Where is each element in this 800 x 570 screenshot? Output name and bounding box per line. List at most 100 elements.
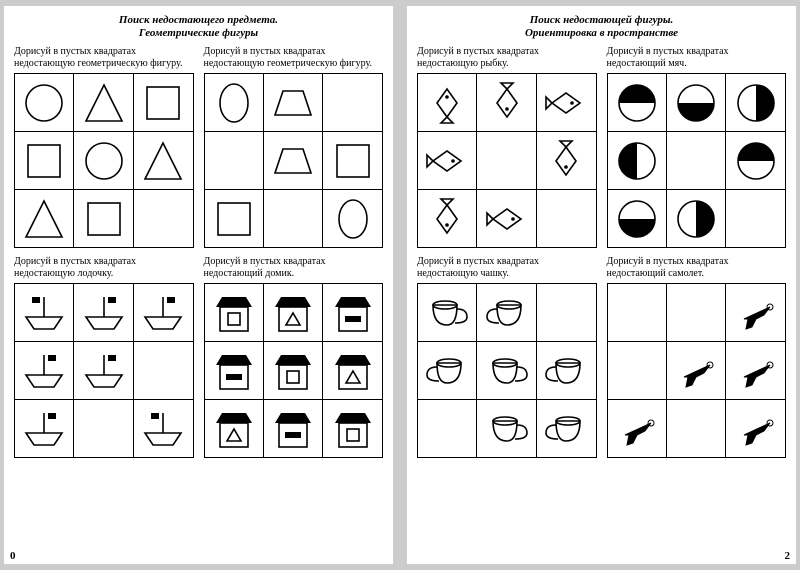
grid-cell — [133, 190, 193, 248]
shape-icon — [674, 81, 718, 125]
title-line2: Ориентировка в пространстве — [525, 27, 678, 39]
task-row: Дорисуй в пустых квадратах недостающую р… — [417, 46, 786, 248]
shape-icon — [271, 139, 315, 183]
task-prompt: Дорисуй в пустых квадратах недостающий м… — [607, 46, 787, 70]
grid-cell — [204, 190, 263, 248]
page-number: 0 — [10, 550, 16, 562]
grid-cell — [726, 400, 786, 458]
shape-icon — [271, 291, 315, 335]
task-prompt: Дорисуй в пустых квадратах недостающий д… — [204, 256, 384, 280]
page-title: Поиск недостающей фигуры. Ориентировка в… — [417, 14, 786, 40]
grid-cell — [263, 284, 322, 342]
shape-icon — [544, 81, 588, 125]
grid-cell — [477, 132, 536, 190]
shape-icon — [425, 139, 469, 183]
task-geom1: Дорисуй в пустых квадратах недостающую г… — [14, 46, 194, 248]
grid-cell — [323, 132, 383, 190]
shape-icon — [82, 139, 126, 183]
task-prompt: Дорисуй в пустых квадратах недостающую ч… — [417, 256, 597, 280]
title-line2: Геометрические фигуры — [139, 27, 258, 39]
grid-cell — [204, 342, 263, 400]
grid-cell — [477, 400, 536, 458]
grid-cell — [726, 190, 786, 248]
shape-icon — [331, 291, 375, 335]
shape-icon — [331, 349, 375, 393]
title-line1: Поиск недостающей фигуры. — [530, 14, 674, 26]
shape-icon — [734, 291, 778, 335]
grid-cell — [15, 284, 74, 342]
grid-cell — [477, 284, 536, 342]
task-prompt: Дорисуй в пустых квадратах недостающую р… — [417, 46, 597, 70]
grid-cell — [74, 74, 133, 132]
shape-icon — [271, 81, 315, 125]
shape-icon — [212, 291, 256, 335]
shape-icon — [141, 81, 185, 125]
shape-icon — [734, 139, 778, 183]
grid-cell — [74, 132, 133, 190]
shape-icon — [331, 197, 375, 241]
task-ball: Дорисуй в пустых квадратах недостающий м… — [607, 46, 787, 248]
grid-cell — [15, 400, 74, 458]
shape-icon — [82, 81, 126, 125]
grid — [14, 283, 194, 458]
shape-icon — [22, 139, 66, 183]
shape-icon — [485, 291, 529, 335]
task-plane: Дорисуй в пустых квадратах недостающий с… — [607, 256, 787, 458]
grid-cell — [726, 74, 786, 132]
grid-cell — [418, 284, 477, 342]
grid-cell — [74, 284, 133, 342]
grid-cell — [15, 190, 74, 248]
grid-cell — [536, 400, 596, 458]
shape-icon — [734, 81, 778, 125]
shape-icon — [485, 349, 529, 393]
shape-icon — [141, 291, 185, 335]
shape-icon — [674, 349, 718, 393]
grid-cell — [418, 74, 477, 132]
grid-cell — [15, 74, 74, 132]
grid-cell — [263, 132, 322, 190]
grid-cell — [477, 190, 536, 248]
grid — [204, 283, 384, 458]
grid-cell — [204, 74, 263, 132]
shape-icon — [22, 81, 66, 125]
grid-cell — [607, 74, 666, 132]
grid-cell — [263, 400, 322, 458]
grid-cell — [323, 400, 383, 458]
shape-icon — [212, 407, 256, 451]
grid-cell — [418, 400, 477, 458]
shape-icon — [544, 349, 588, 393]
grid-cell — [204, 400, 263, 458]
grid — [607, 73, 787, 248]
grid — [417, 283, 597, 458]
task-prompt: Дорисуй в пустых квадратах недостающую л… — [14, 256, 194, 280]
grid-cell — [263, 74, 322, 132]
shape-icon — [615, 197, 659, 241]
shape-icon — [734, 407, 778, 451]
grid-cell — [263, 342, 322, 400]
grid — [14, 73, 194, 248]
shape-icon — [331, 407, 375, 451]
grid-cell — [418, 190, 477, 248]
grid — [204, 73, 384, 248]
task-boat: Дорисуй в пустых квадратах недостающую л… — [14, 256, 194, 458]
shape-icon — [674, 197, 718, 241]
grid-cell — [666, 190, 725, 248]
shape-icon — [82, 349, 126, 393]
shape-icon — [425, 81, 469, 125]
task-cup: Дорисуй в пустых квадратах недостающую ч… — [417, 256, 597, 458]
shape-icon — [141, 139, 185, 183]
grid-cell — [607, 284, 666, 342]
grid-cell — [323, 342, 383, 400]
grid-cell — [666, 342, 725, 400]
shape-icon — [425, 291, 469, 335]
grid-cell — [15, 132, 74, 190]
grid-cell — [15, 342, 74, 400]
shape-icon — [271, 407, 315, 451]
grid-cell — [536, 342, 596, 400]
shape-icon — [82, 197, 126, 241]
right-page: Поиск недостающей фигуры. Ориентировка в… — [407, 6, 796, 564]
title-line1: Поиск недостающего предмета. — [119, 14, 278, 26]
grid — [417, 73, 597, 248]
grid-cell — [666, 400, 725, 458]
grid-cell — [607, 342, 666, 400]
